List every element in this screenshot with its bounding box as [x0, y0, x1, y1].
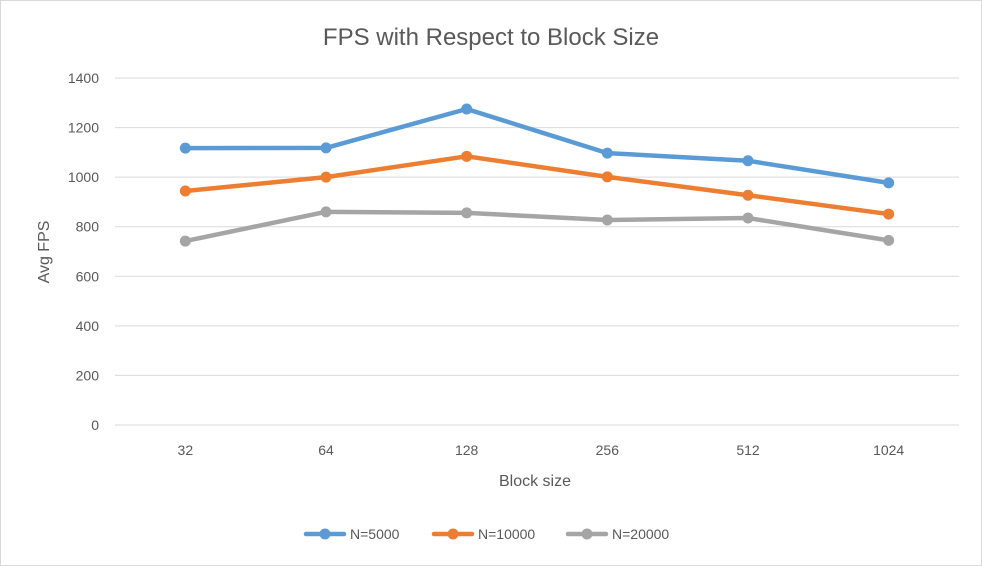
data-point — [179, 142, 191, 154]
legend-label: N=10000 — [478, 526, 535, 542]
data-point — [461, 150, 473, 162]
y-tick-label-1400: 1400 — [68, 70, 99, 86]
y-tick-label-400: 400 — [76, 318, 100, 334]
legend-swatch-marker — [319, 528, 331, 540]
legend-swatch-marker — [581, 528, 593, 540]
legend: N=5000 N=10000 N=20000 — [303, 526, 669, 542]
y-tick-label-800: 800 — [76, 219, 100, 235]
y-tick-label-200: 200 — [76, 367, 100, 383]
y-tick-label-600: 600 — [76, 268, 100, 284]
legend-swatch-marker — [447, 528, 459, 540]
data-point — [742, 155, 754, 167]
data-point — [883, 208, 895, 220]
data-point — [461, 103, 473, 115]
data-point — [601, 171, 613, 183]
data-point — [883, 234, 895, 246]
series-n-10000 — [179, 150, 895, 220]
y-tick-label-0: 0 — [91, 417, 99, 433]
data-point — [601, 147, 613, 159]
x-tick-label-128: 128 — [455, 442, 479, 458]
x-tick-label-256: 256 — [596, 442, 620, 458]
y-tick-label-1000: 1000 — [68, 169, 99, 185]
data-point — [883, 177, 895, 189]
series-n-20000 — [179, 206, 895, 247]
y-tick-label-1200: 1200 — [68, 120, 99, 136]
series-line — [183, 106, 891, 186]
data-point — [461, 207, 473, 219]
data-point — [320, 206, 332, 218]
x-tick-label-64: 64 — [318, 442, 334, 458]
data-point — [601, 214, 613, 226]
legend-label: N=20000 — [612, 526, 669, 542]
legend-item-n-5000: N=5000 — [303, 526, 400, 542]
series-group — [179, 103, 895, 247]
data-point — [742, 189, 754, 201]
legend-label: N=5000 — [350, 526, 400, 542]
series-n-5000 — [179, 103, 895, 189]
data-point — [320, 171, 332, 183]
data-point — [320, 142, 332, 154]
x-axis-title: Block size — [499, 473, 571, 490]
x-tick-label-512: 512 — [736, 442, 760, 458]
legend-item-n-10000: N=10000 — [431, 526, 535, 542]
data-point — [742, 212, 754, 224]
series-line — [183, 209, 891, 244]
data-point — [179, 235, 191, 247]
x-tick-label-32: 32 — [178, 442, 194, 458]
data-point — [179, 185, 191, 197]
axes: 0 200 400 600 800 1000 1200 1400 32 64 128 256 512 10… — [68, 70, 905, 458]
series-line — [183, 154, 891, 217]
chart-title: FPS with Respect to Block Size — [323, 24, 659, 51]
legend-item-n-20000: N=20000 — [565, 526, 669, 542]
y-axis-title: Avg FPS — [36, 221, 53, 284]
x-tick-label-1024: 1024 — [873, 442, 904, 458]
